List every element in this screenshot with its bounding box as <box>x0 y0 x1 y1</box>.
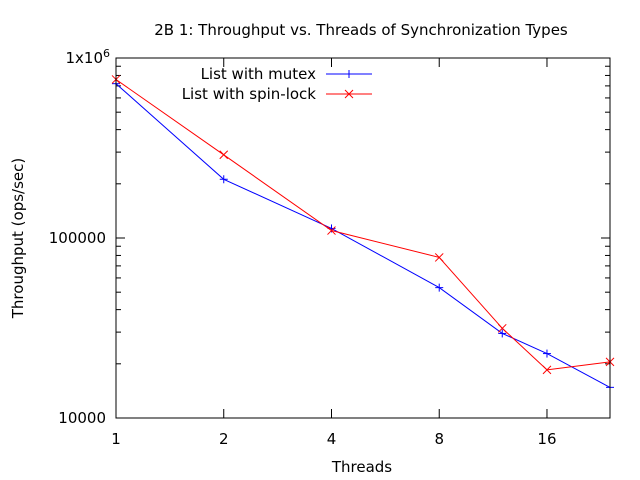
x-tick-label: 1 <box>111 430 121 448</box>
x-axis-label: Threads <box>331 458 392 476</box>
data-point <box>219 175 228 184</box>
data-point <box>498 329 507 338</box>
plot-frame <box>115 57 611 419</box>
chart-title: 2B 1: Throughput vs. Threads of Synchron… <box>154 21 568 39</box>
y-tick-label-exponent: 6 <box>103 47 110 60</box>
y-tick-label: 1x106 <box>65 47 110 67</box>
legend-label: List with mutex <box>201 65 317 83</box>
data-point-marker-d2 <box>434 253 444 262</box>
data-point <box>434 253 444 262</box>
data-point <box>497 323 507 333</box>
data-point-marker-d2 <box>219 150 229 160</box>
y-axis-label: Throughput (ops/sec) <box>9 158 27 319</box>
y-tick-label-base: 1x10 <box>65 49 103 67</box>
tick-labels: 1 2 4 8 16 10000 100000 1x106 <box>49 47 557 448</box>
series-layer <box>111 75 615 392</box>
x-tick-label: 4 <box>327 430 337 448</box>
data-point <box>219 150 229 160</box>
legend-marker <box>344 89 354 99</box>
data-point-marker-d2 <box>542 365 552 375</box>
data-point <box>435 283 444 292</box>
x-tick-label: 8 <box>434 430 444 448</box>
y-tick-label: 10000 <box>58 409 106 427</box>
data-point <box>542 349 551 358</box>
x-tick-label: 2 <box>219 430 229 448</box>
legend-marker <box>345 70 353 78</box>
data-point <box>327 226 336 235</box>
data-point-marker-d2 <box>497 323 507 333</box>
series-spin-lock <box>111 75 615 375</box>
data-point <box>542 365 552 375</box>
y-tick-label: 100000 <box>49 229 106 247</box>
legend-marker-stroke-d2 <box>344 89 354 99</box>
legend-label: List with spin-lock <box>182 85 317 103</box>
legend: List with mutex List with spin-lock <box>182 65 372 103</box>
data-point-marker-d2 <box>327 226 336 235</box>
x-tick-label: 16 <box>537 430 556 448</box>
